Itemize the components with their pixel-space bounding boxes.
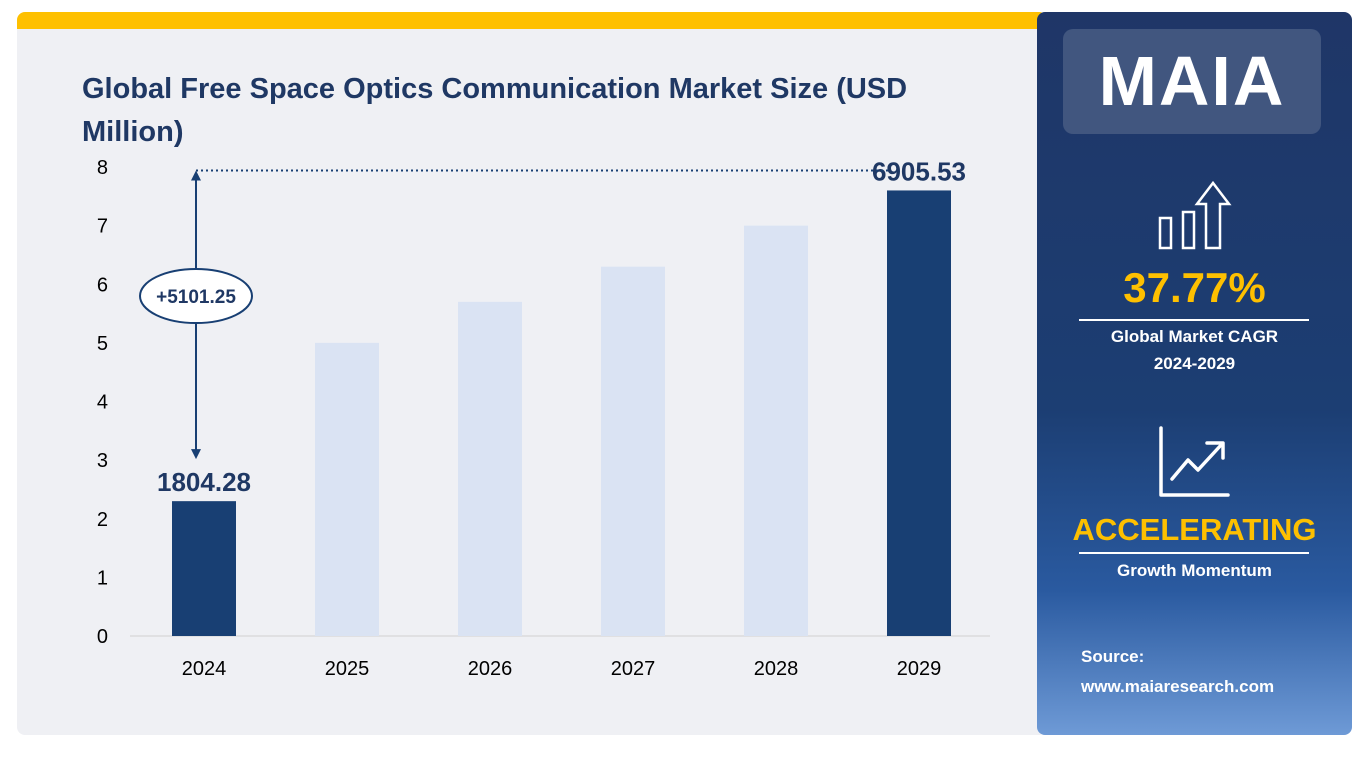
- x-tick-label: 2027: [611, 658, 656, 680]
- cagr-value: 37.77%: [1123, 264, 1266, 311]
- x-tick-label: 2025: [325, 658, 370, 680]
- cagr-label: Global Market CAGR: [1110, 327, 1279, 346]
- y-tick-label: 5: [97, 333, 108, 355]
- source-url[interactable]: www.maiaresearch.com: [1081, 677, 1275, 696]
- y-tick-label: 2: [97, 509, 108, 531]
- bar-2027: [601, 266, 665, 636]
- source-label: Source:: [1081, 647, 1145, 666]
- divider: [1079, 552, 1309, 554]
- summary-panel: MAIA 37.77% Global Market CAGR 2024-2029…: [1037, 12, 1352, 735]
- momentum-value: ACCELERATING: [1072, 512, 1317, 547]
- x-tick-label: 2028: [754, 658, 799, 680]
- growth-value: +5101.25: [156, 287, 236, 308]
- maia-logo: MAIA: [1063, 29, 1321, 134]
- y-tick-label: 6: [97, 274, 108, 296]
- y-tick-label: 8: [97, 157, 108, 179]
- arrow-down-head: [191, 449, 201, 460]
- data-label-2024: 1804.28: [157, 467, 251, 497]
- y-tick-label: 1: [97, 567, 108, 589]
- y-tick-label: 0: [97, 626, 108, 648]
- divider: [1079, 319, 1309, 321]
- y-tick-label: 4: [97, 392, 108, 414]
- growth-badge: [139, 268, 253, 324]
- x-tick-label: 2024: [182, 658, 227, 680]
- x-tick-label: 2029: [897, 658, 942, 680]
- chart-card: Global Free Space Optics Communication M…: [17, 12, 1047, 735]
- arrow-up-head: [191, 170, 201, 181]
- chart-title: Global Free Space Optics Communication M…: [82, 73, 908, 148]
- bar-2024: [172, 501, 236, 636]
- bar-2025: [315, 342, 379, 636]
- x-tick-label: 2026: [468, 658, 513, 680]
- y-tick-label: 7: [97, 216, 108, 238]
- bar-growth-arrow-icon: [1158, 180, 1232, 250]
- bar-2026: [458, 301, 522, 636]
- y-tick-label: 3: [97, 450, 108, 472]
- bar-2029: [887, 190, 951, 636]
- cagr-period: 2024-2029: [1153, 354, 1236, 373]
- bar-chart: 0 1 2 3 4 5 6 7 8 2024 1804.28 2025 2026 2027 2028 2029…: [97, 156, 990, 680]
- bar-2028: [744, 225, 808, 636]
- momentum-label: Growth Momentum: [1117, 561, 1272, 580]
- source: Source: www.maiaresearch.com: [1081, 642, 1274, 702]
- line-trend-up-icon: [1159, 426, 1230, 497]
- accent-bar: [17, 12, 1047, 29]
